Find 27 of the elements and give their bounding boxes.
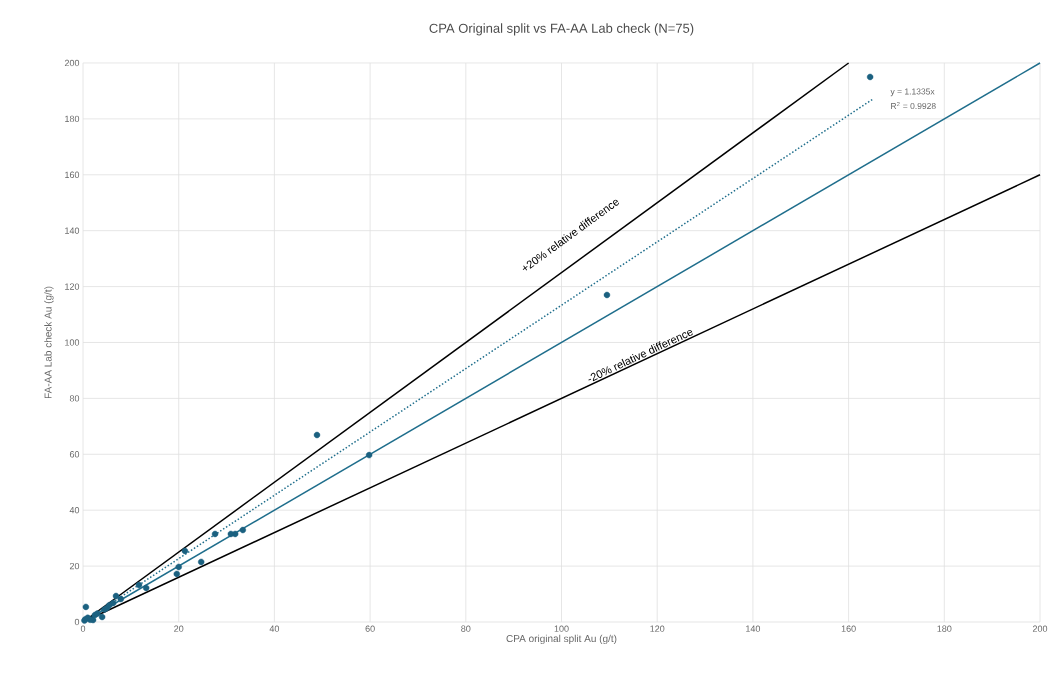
- annotation: y = 1.1335x: [890, 88, 935, 97]
- chart-title: CPA Original split vs FA-AA Lab check (N=75): [429, 23, 694, 36]
- y-tick-label: 100: [65, 339, 80, 346]
- x-tick-label: 180: [937, 625, 952, 632]
- x-tick-label: 160: [841, 625, 856, 632]
- annotation: R$^{2}$ = 0.9928: [891, 101, 936, 109]
- y-tick-label: 140: [65, 227, 80, 234]
- x-tick-label: 40: [269, 625, 280, 632]
- x-tick-label: 140: [746, 625, 761, 632]
- x-tick-label: 100: [554, 625, 569, 632]
- x-tick-label: 200: [1032, 625, 1048, 632]
- y-tick-label: 40: [69, 506, 80, 514]
- y-tick-label: 0: [74, 618, 80, 626]
- x-tick-label: 80: [461, 625, 471, 632]
- x-axis-title: CPA original split Au (g/t): [506, 634, 617, 645]
- y-tick-label: 180: [65, 115, 80, 123]
- y-tick-label: 20: [69, 562, 80, 570]
- x-tick-label: 60: [365, 625, 375, 632]
- x-tick-label: 120: [650, 625, 665, 632]
- x-tick-label: 20: [174, 625, 184, 632]
- y-tick-label: 200: [64, 59, 80, 67]
- y-tick-label: 160: [65, 171, 80, 178]
- x-tick-label: 0: [80, 625, 86, 632]
- y-tick-label: 60: [69, 451, 80, 458]
- y-axis-title: FA-AA Lab check Au (g/t): [44, 286, 54, 399]
- y-tick-label: 80: [69, 395, 80, 402]
- y-tick-label: 120: [65, 283, 80, 290]
